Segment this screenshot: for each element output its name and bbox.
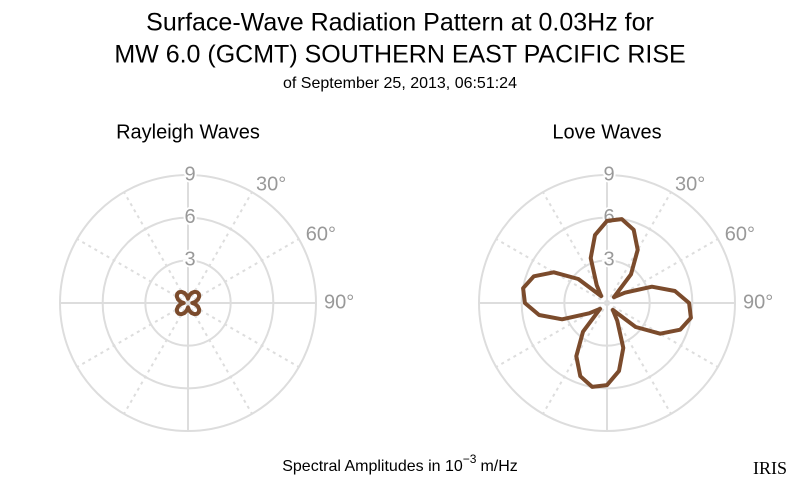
spoke bbox=[187, 302, 300, 368]
grid-circle bbox=[144, 259, 232, 347]
theta-tick-label: 60° bbox=[306, 223, 336, 245]
grid-circle bbox=[101, 216, 275, 390]
title-line: Surface-Wave Radiation Pattern at 0.03Hz… bbox=[146, 9, 654, 37]
spoke bbox=[187, 238, 300, 304]
r-tick-label: 3 bbox=[603, 249, 614, 271]
spoke bbox=[76, 302, 189, 368]
theta-tick-label: 60° bbox=[725, 223, 755, 245]
title-line: MW 6.0 (GCMT) SOUTHERN EAST PACIFIC RISE bbox=[114, 41, 685, 69]
r-tick-label: 3 bbox=[184, 249, 195, 271]
footer-prefix: Spectral Amplitudes in 10 bbox=[282, 458, 463, 475]
subtitle: of September 25, 2013, 06:51:24 bbox=[283, 75, 517, 92]
grid-circle bbox=[59, 174, 317, 432]
theta-tick-label: 30° bbox=[256, 174, 286, 196]
r-tick-label: 6 bbox=[184, 206, 195, 228]
spoke bbox=[123, 191, 189, 304]
spoke bbox=[187, 191, 253, 304]
theta-tick-label: 90° bbox=[743, 291, 773, 313]
footer-exponent: −3 bbox=[463, 452, 477, 466]
chart-title: Rayleigh Waves bbox=[116, 121, 260, 143]
grid-circle bbox=[563, 259, 651, 347]
chart-title: Love Waves bbox=[552, 121, 661, 143]
radiation-curve bbox=[521, 217, 693, 389]
footer: Spectral Amplitudes in 10−3 m/Hz bbox=[282, 452, 518, 475]
footer-suffix: m/Hz bbox=[480, 458, 517, 475]
grid-circle bbox=[478, 174, 736, 432]
grid-circle bbox=[520, 216, 694, 390]
radiation-curve bbox=[174, 289, 202, 317]
r-tick-label: 9 bbox=[603, 163, 614, 185]
theta-tick-label: 90° bbox=[324, 291, 354, 313]
theta-tick-label: 30° bbox=[675, 174, 705, 196]
logo: IRIS bbox=[753, 458, 787, 478]
spoke bbox=[123, 302, 189, 415]
spoke bbox=[76, 238, 189, 304]
r-tick-label: 9 bbox=[184, 163, 195, 185]
spoke bbox=[187, 302, 253, 415]
